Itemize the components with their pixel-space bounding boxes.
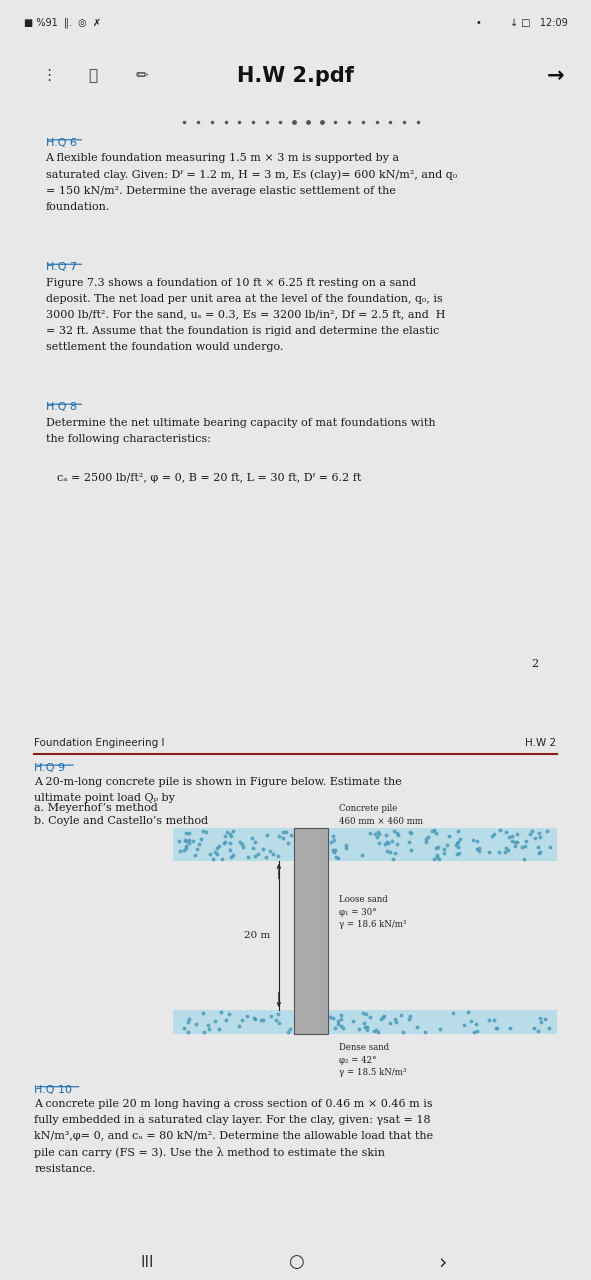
Text: ○: ○ <box>288 1253 303 1271</box>
Text: ⧉: ⧉ <box>89 68 98 83</box>
Text: b. Coyle and Castello’s method: b. Coyle and Castello’s method <box>34 815 209 826</box>
Text: H.W 2: H.W 2 <box>525 737 557 748</box>
Text: A concrete pile 20 m long having a cross section of 0.46 m × 0.46 m is
fully emb: A concrete pile 20 m long having a cross… <box>34 1098 434 1174</box>
Text: III: III <box>141 1254 154 1270</box>
Text: ›: › <box>439 1252 447 1272</box>
Text: •         ↓ □   12:09: • ↓ □ 12:09 <box>476 18 567 28</box>
Text: ✏: ✏ <box>136 68 149 83</box>
Text: H.Q 8: H.Q 8 <box>46 402 77 412</box>
Text: cₐ = 2500 lb/ft², φ = 0, B = 20 ft, L = 30 ft, Dᶠ = 6.2 ft: cₐ = 2500 lb/ft², φ = 0, B = 20 ft, L = … <box>57 472 361 483</box>
Text: ■ %91  ‖.  ◎  ✗: ■ %91 ‖. ◎ ✗ <box>24 18 100 28</box>
Text: Loose sand
φ₁ = 30°
γ = 18.6 kN/m³: Loose sand φ₁ = 30° γ = 18.6 kN/m³ <box>339 895 406 929</box>
Text: A 20-m-long concrete pile is shown in Figure below. Estimate the
ultimate point : A 20-m-long concrete pile is shown in Fi… <box>34 777 402 803</box>
Text: Figure 7.3 shows a foundation of 10 ft × 6.25 ft resting on a sand
deposit. The : Figure 7.3 shows a foundation of 10 ft ×… <box>46 278 445 352</box>
Text: H.Q 10: H.Q 10 <box>34 1084 72 1094</box>
Text: ⋮: ⋮ <box>41 68 57 83</box>
Text: H.Q 6: H.Q 6 <box>46 137 76 147</box>
Text: a. Meyerhof’s method: a. Meyerhof’s method <box>34 803 158 813</box>
Polygon shape <box>294 828 328 1034</box>
Text: H.Q 9: H.Q 9 <box>34 763 66 773</box>
Text: A flexible foundation measuring 1.5 m × 3 m is supported by a
saturated clay. Gi: A flexible foundation measuring 1.5 m × … <box>46 154 457 212</box>
Text: H.W 2.pdf: H.W 2.pdf <box>237 65 354 86</box>
Text: 2: 2 <box>531 659 538 669</box>
Text: Concrete pile
460 mm × 460 mm: Concrete pile 460 mm × 460 mm <box>339 804 423 826</box>
Polygon shape <box>173 1010 557 1034</box>
Text: Dense sand
φ₂ = 42°
γ = 18.5 kN/m³: Dense sand φ₂ = 42° γ = 18.5 kN/m³ <box>339 1043 406 1078</box>
Polygon shape <box>173 828 557 861</box>
Text: →: → <box>547 65 564 86</box>
Text: H.Q 7: H.Q 7 <box>46 262 77 271</box>
Text: Determine the net ultimate bearing capacity of mat foundations with
the followin: Determine the net ultimate bearing capac… <box>46 417 435 444</box>
Text: 20 m: 20 m <box>244 931 271 940</box>
Text: Foundation Engineering I: Foundation Engineering I <box>34 737 165 748</box>
